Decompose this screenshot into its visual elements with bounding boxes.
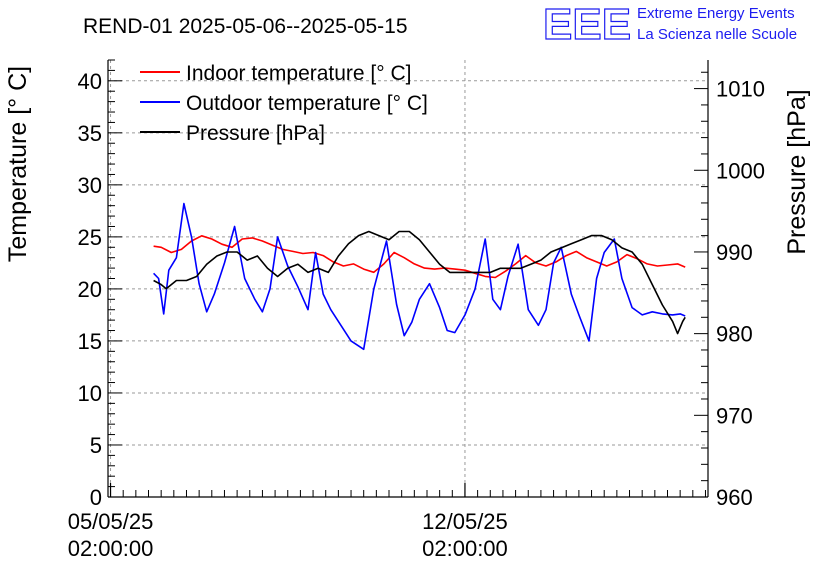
legend-label-indoor: Indoor temperature [° C] <box>186 62 412 85</box>
right-tick-label: 960 <box>716 485 753 510</box>
legend-label-outdoor: Outdoor temperature [° C] <box>186 92 428 115</box>
chart-title: REND-01 2025-05-06--2025-05-15 <box>83 15 408 38</box>
series-layer <box>153 202 686 351</box>
outdoor-temperature-line <box>153 202 686 351</box>
left-tick-label: 40 <box>78 69 102 94</box>
logo-letters: EEE <box>543 0 631 49</box>
right-tick-label: 990 <box>716 240 753 265</box>
left-tick-label: 5 <box>90 433 102 458</box>
right-tick-label: 1010 <box>716 77 765 102</box>
eee-logo: EEE Extreme Energy Events La Scienza nel… <box>542 0 797 50</box>
left-tick-label: 0 <box>90 485 102 510</box>
ticks: 0 5 10 15 20 25 30 35 40 960 970 980 990 1000 1010 05/0… <box>68 59 765 561</box>
pressure-line <box>153 230 686 335</box>
right-tick-label: 980 <box>716 322 753 347</box>
right-tick-label: 1000 <box>716 158 765 183</box>
legend-label-pressure: Pressure [hPa] <box>186 122 325 145</box>
left-tick-label: 25 <box>78 225 102 250</box>
left-tick-label: 10 <box>78 381 102 406</box>
x-tick-time-label: 02:00:00 <box>422 536 508 561</box>
x-tick-date-label: 05/05/25 <box>68 509 154 534</box>
logo-line-1: Extreme Energy Events <box>637 5 795 22</box>
right-tick-label: 970 <box>716 403 753 428</box>
x-tick-time-label: 02:00:00 <box>68 536 154 561</box>
left-axis-label: Temperature [° C] <box>4 66 32 262</box>
left-tick-label: 35 <box>78 121 102 146</box>
right-axis-label: Pressure [hPa] <box>783 89 811 254</box>
left-tick-label: 15 <box>78 329 102 354</box>
indoor-temperature-line <box>153 235 686 279</box>
legend: Indoor temperature [° C] Outdoor tempera… <box>140 62 428 145</box>
x-tick-date-label: 12/05/25 <box>422 509 508 534</box>
left-tick-label: 20 <box>78 277 102 302</box>
left-tick-label: 30 <box>78 173 102 198</box>
logo-line-2: La Scienza nelle Scuole <box>637 26 797 43</box>
